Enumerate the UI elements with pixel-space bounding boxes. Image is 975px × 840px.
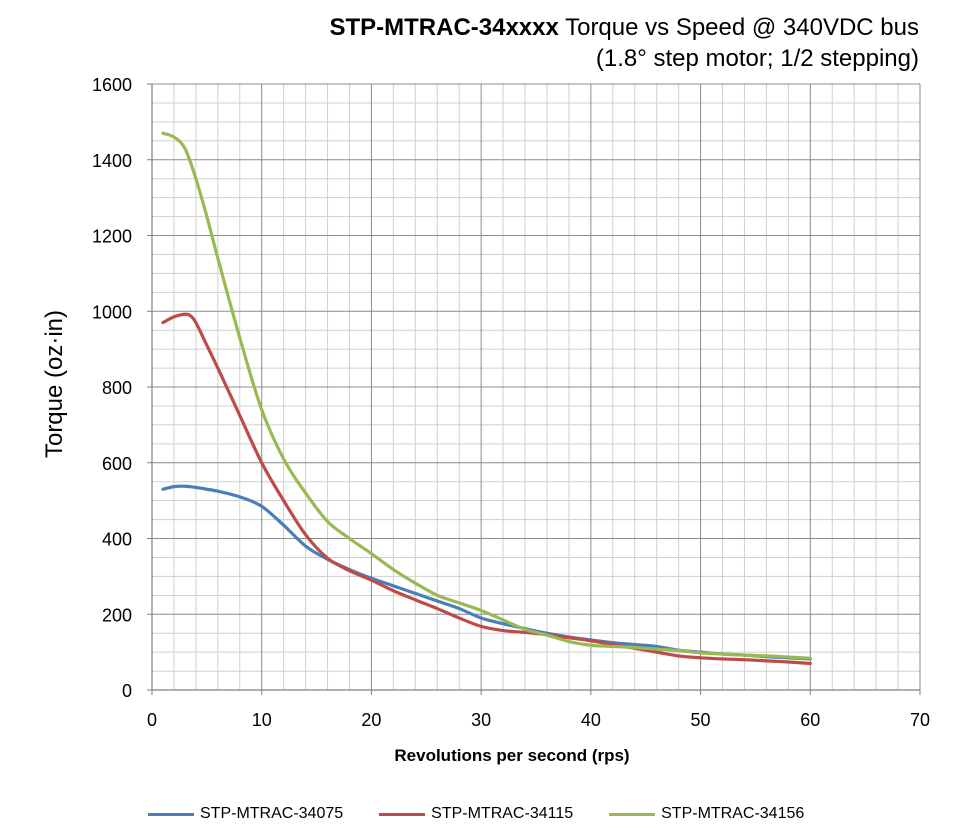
y-tick-label: 1400 [92, 151, 132, 171]
series-line-2 [161, 312, 812, 666]
chart-title: STP-MTRAC-34xxxx Torque vs Speed @ 340VD… [329, 12, 919, 74]
y-tick-label: 800 [102, 378, 132, 398]
y-tick-label: 1600 [92, 75, 132, 95]
legend-item-3: STP-MTRAC-34156 [609, 805, 804, 823]
y-tick-label: 400 [102, 530, 132, 550]
x-tick-label: 20 [361, 710, 381, 730]
series-line-3 [161, 131, 812, 660]
legend-item-2: STP-MTRAC-34115 [379, 805, 573, 823]
y-tick-label: 1200 [92, 227, 132, 247]
legend-swatch [609, 812, 656, 816]
x-axis-label: Revolutions per second (rps) [394, 746, 629, 765]
x-tick-label: 30 [471, 710, 491, 730]
axes [147, 83, 921, 695]
legend-swatch [148, 812, 194, 816]
y-axis-label: Torque (oz·in) [41, 310, 68, 458]
legend-label: STP-MTRAC-34156 [661, 805, 805, 822]
legend-label: STP-MTRAC-34075 [200, 805, 344, 822]
series-lines [161, 131, 812, 666]
legend-swatch [379, 812, 426, 816]
chart-subtitle: (1.8° step motor; 1/2 stepping) [595, 45, 919, 72]
x-tick-label: 10 [252, 710, 272, 730]
title-rest: Torque vs Speed @ 340VDC bus [558, 14, 919, 41]
legend: STP-MTRAC-34075 STP-MTRAC-34115 STP-MTRAC-… [148, 801, 840, 827]
legend-label: STP-MTRAC-34115 [431, 805, 574, 822]
title-bold: STP-MTRAC-34xxxx [329, 14, 559, 41]
legend-item-1: STP-MTRAC-34075 [148, 805, 343, 823]
x-tick-label: 70 [910, 710, 930, 730]
x-tick-label: 0 [147, 710, 157, 730]
y-tick-label: 200 [102, 605, 132, 625]
tick-labels: 0 10 20 30 40 50 60 70 0 200 400 600 800 1000 1200 1400… [92, 75, 930, 730]
major-gridlines [151, 83, 921, 691]
x-tick-label: 40 [581, 710, 601, 730]
x-tick-label: 60 [800, 710, 820, 730]
y-tick-label: 1000 [92, 302, 132, 322]
x-tick-label: 50 [691, 710, 711, 730]
y-tick-label: 0 [122, 681, 132, 701]
y-tick-label: 600 [102, 454, 132, 474]
